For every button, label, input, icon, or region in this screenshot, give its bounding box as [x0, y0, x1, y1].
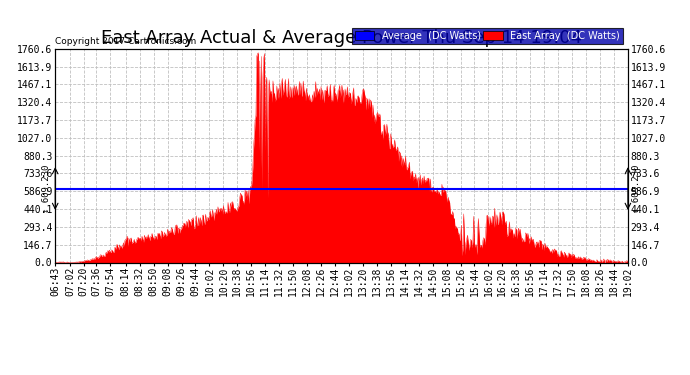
Legend: Average  (DC Watts), East Array  (DC Watts): Average (DC Watts), East Array (DC Watts… [352, 28, 623, 44]
Text: Copyright 2017 Cartronics.com: Copyright 2017 Cartronics.com [55, 37, 197, 46]
Text: ↕ 609.230: ↕ 609.230 [631, 164, 640, 213]
Title: East Array Actual & Average Power Thu Sep 14 19:04: East Array Actual & Average Power Thu Se… [101, 29, 582, 47]
Text: ↕ 609.230: ↕ 609.230 [43, 164, 52, 213]
